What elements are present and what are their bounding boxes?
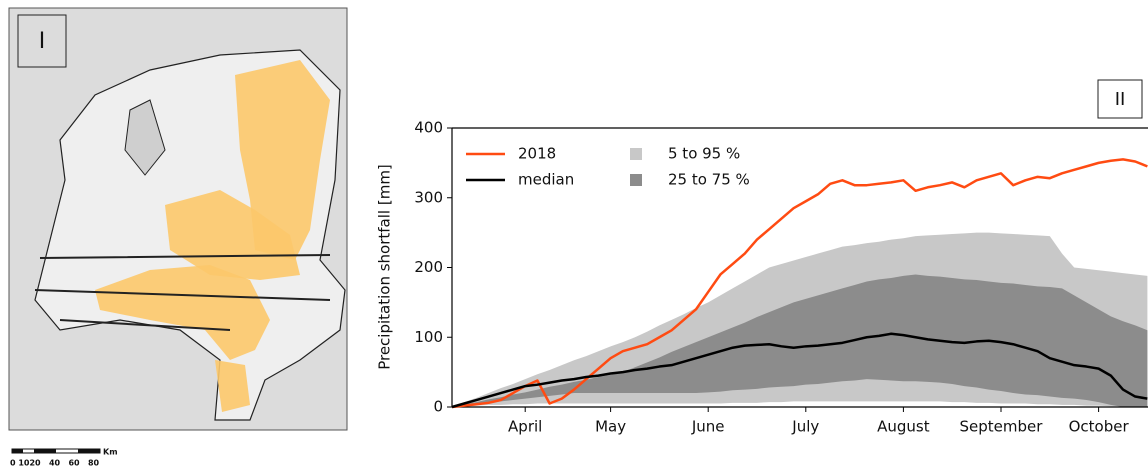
scale-bar <box>12 449 23 453</box>
line-series <box>451 158 1148 409</box>
y-tick-label: 100 <box>414 328 443 346</box>
panel-label-box <box>1097 79 1143 119</box>
x-tick-label: July <box>791 418 819 436</box>
y-tick-label: 300 <box>414 188 443 206</box>
y-tick-label: 400 <box>414 119 443 137</box>
x-tick-label: May <box>595 418 626 436</box>
chart: 0 100 200 300 400 April May June July August Septe… <box>376 119 1148 436</box>
legend-label: 2018 <box>518 145 556 163</box>
panel-label: I <box>39 29 46 54</box>
map-drought-area <box>235 60 330 260</box>
scale-numbers: 0 1020 40 60 80 <box>10 459 100 468</box>
map-lake <box>124 99 166 176</box>
legend-label: 25 to 75 % <box>668 171 750 189</box>
map-drought-area <box>165 190 300 280</box>
legend-label: median <box>518 171 574 189</box>
map-river <box>34 254 331 331</box>
band <box>452 274 1148 407</box>
scale-unit: Km <box>103 448 118 457</box>
map-panel: I Km 0 1020 40 60 80 <box>8 7 348 468</box>
panel-label: II <box>1115 89 1126 110</box>
map-drought-area <box>95 265 270 360</box>
legend-swatch <box>630 174 642 186</box>
line-series <box>451 332 1148 409</box>
legend-swatch <box>630 148 642 160</box>
legend-label: 5 to 95 % <box>668 145 740 163</box>
scale-bar <box>34 449 56 453</box>
scale-bar <box>78 449 100 453</box>
y-axis-label: Precipitation shortfall [mm] <box>376 164 394 370</box>
panel-label-box <box>17 14 67 68</box>
x-tick-label: September <box>960 418 1044 436</box>
x-tick-label: April <box>508 418 542 436</box>
x-tick-label: August <box>877 418 930 436</box>
x-tick-label: June <box>691 418 725 436</box>
y-tick-label: 200 <box>414 258 443 276</box>
y-tick-label: 0 <box>433 398 443 416</box>
map-drought-area <box>215 360 250 412</box>
x-tick-label: October <box>1069 418 1130 436</box>
